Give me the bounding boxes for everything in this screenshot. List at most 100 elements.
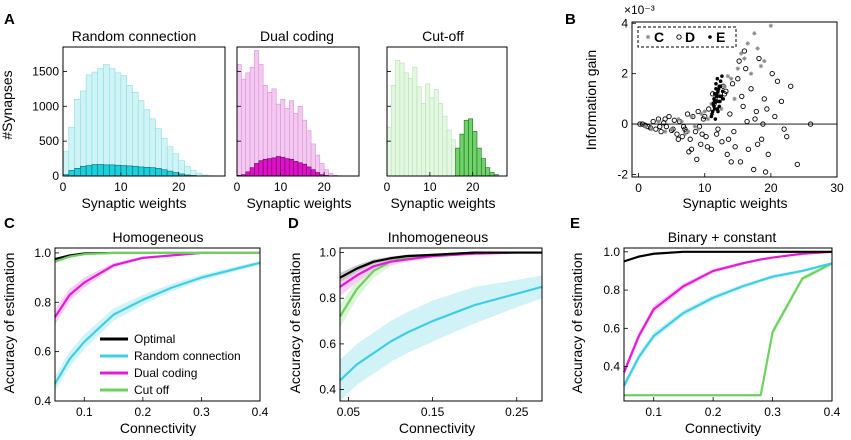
line-cut-off bbox=[54, 251, 260, 263]
panel-a-histograms: A #Synapses Random connection Dual codin… bbox=[0, 11, 508, 211]
line-plot-homogeneous: 0.1 0.2 0.3 0.4 0.4 0.6 0.8 1.0 bbox=[34, 246, 268, 419]
line-0-xtick-label: 0.1 bbox=[76, 405, 93, 419]
line-2-frame bbox=[623, 247, 833, 402]
hist-ytick-label: 0 bbox=[52, 169, 59, 183]
band-optimal bbox=[340, 252, 542, 283]
scatter-point-D bbox=[769, 71, 775, 77]
scatter-point-E bbox=[713, 117, 718, 121]
scatter-point-D bbox=[741, 48, 748, 54]
hist-1-frame bbox=[236, 46, 360, 177]
hist-0-all-bar bbox=[68, 126, 75, 177]
hist-1-selected-bar bbox=[280, 156, 286, 177]
hist-0-all-bar bbox=[108, 68, 116, 177]
line-plot-binary-constant: 0.1 0.2 0.3 0.4 0.4 0.6 0.8 1.0 bbox=[603, 245, 840, 419]
scatter-point-C bbox=[695, 126, 701, 132]
scatter-point-D bbox=[684, 111, 691, 117]
hist-2-selected-bar bbox=[455, 147, 461, 177]
hist-0-all-bar bbox=[97, 68, 104, 177]
scatter-point-C bbox=[686, 129, 691, 134]
scatter-frame bbox=[631, 21, 838, 178]
scatter-point-E bbox=[721, 97, 726, 101]
line-title-binary: Binary + constant bbox=[668, 229, 777, 245]
histogram-random-connection: 0 10 20 0 500 1000 1500 bbox=[32, 46, 226, 194]
hist-0-all-bar bbox=[74, 98, 81, 177]
scatter-point-E bbox=[716, 99, 721, 104]
scatter-legend-marker bbox=[708, 35, 712, 39]
hist-1-selected-bar bbox=[262, 158, 268, 177]
scatter-legend-box bbox=[637, 26, 737, 48]
hist-1-selected-bar bbox=[254, 163, 260, 177]
hist-2-all-bar bbox=[446, 129, 452, 177]
scatter-plot-area: 0 10 20 30 -2 0 2 4 bbox=[617, 16, 844, 195]
scatter-point-C bbox=[732, 96, 737, 102]
scatter-point-C bbox=[745, 41, 750, 46]
line-random-connection bbox=[339, 285, 543, 382]
line-1-ytick-label: 0.6 bbox=[319, 337, 336, 351]
scatter-point-D bbox=[687, 136, 693, 142]
hist-2-all-bar bbox=[450, 139, 456, 177]
scatter-point-D bbox=[751, 166, 757, 173]
hist-2-all-bar bbox=[403, 72, 409, 177]
hist-2-all-bar bbox=[425, 83, 431, 177]
panel-letter-a: A bbox=[4, 11, 15, 28]
line-title-homogeneous: Homogeneous bbox=[112, 229, 203, 245]
line-1-ytick-label: 1.0 bbox=[319, 246, 336, 260]
hist-xlabel-dual: Synaptic weights bbox=[246, 195, 351, 211]
scatter-point-C bbox=[679, 119, 684, 124]
hist-0-selected-bar bbox=[97, 164, 104, 177]
scatter-point-C bbox=[692, 124, 698, 129]
hist-0-selected-bar bbox=[114, 164, 122, 177]
scatter-point-D bbox=[704, 144, 711, 150]
scatter-point-D bbox=[739, 93, 745, 99]
scatter-point-E bbox=[710, 112, 714, 116]
scatter-point-D bbox=[695, 108, 701, 115]
line-dual-coding bbox=[622, 250, 833, 373]
hist-2-selected-bar bbox=[468, 118, 474, 177]
hist-0-all-bar bbox=[80, 90, 87, 177]
hist-0-selected-bar bbox=[137, 166, 145, 177]
scatter-point-D bbox=[703, 134, 709, 140]
scatter-point-D bbox=[688, 146, 695, 152]
hist-1-xtick-label: 10 bbox=[274, 180, 288, 194]
scatter-point-E bbox=[718, 79, 723, 84]
scatter-xtick-label: 30 bbox=[830, 181, 844, 195]
scatter-point-E bbox=[714, 81, 718, 86]
scatter-point-D bbox=[658, 128, 664, 135]
scatter-point-D bbox=[698, 141, 704, 147]
scatter-point-C bbox=[689, 114, 694, 119]
hist-0-selected-bar bbox=[172, 172, 180, 177]
hist-2-all-bar bbox=[386, 126, 392, 177]
line-0-ytick-label: 1.0 bbox=[34, 246, 51, 260]
scatter-point-D bbox=[700, 116, 707, 122]
scatter-point-C bbox=[669, 126, 674, 132]
hist-0-xtick-label: 0 bbox=[60, 180, 67, 194]
line-0-xtick-label: 0.4 bbox=[252, 405, 269, 419]
scatter-legend-label-E: E bbox=[716, 29, 725, 45]
scatter-point-C bbox=[738, 51, 744, 56]
hist-1-all-bar bbox=[236, 64, 242, 177]
scatter-point-C bbox=[728, 76, 734, 81]
band-dual-coding bbox=[55, 252, 260, 325]
scatter-point-C bbox=[768, 23, 774, 28]
panel-letter-e: E bbox=[570, 215, 580, 232]
hist-2-xtick-label: 10 bbox=[423, 180, 437, 194]
line-2-xtick-label: 0.3 bbox=[764, 405, 781, 419]
hist-2-frame bbox=[386, 46, 508, 177]
line-xlabel-d: Connectivity bbox=[399, 420, 475, 436]
hist-0-selected-bar bbox=[132, 165, 139, 177]
hist-1-selected-bar bbox=[284, 158, 290, 177]
scatter-ytick-label: 0 bbox=[621, 117, 628, 131]
line-1-ytick-label: 0.4 bbox=[319, 383, 336, 397]
line-random-connection bbox=[623, 262, 833, 387]
scatter-point-D bbox=[728, 159, 734, 165]
scatter-point-C bbox=[755, 46, 760, 51]
scatter-point-E bbox=[714, 86, 718, 91]
hist-0-selected-bar bbox=[143, 166, 151, 177]
scatter-point-D bbox=[692, 128, 699, 135]
scatter-point-E bbox=[717, 104, 722, 109]
scatter-point-C bbox=[702, 109, 707, 114]
hist-0-selected-bar bbox=[108, 164, 116, 177]
scatter-point-D bbox=[784, 134, 790, 140]
hist-1-all-bar bbox=[249, 66, 255, 177]
